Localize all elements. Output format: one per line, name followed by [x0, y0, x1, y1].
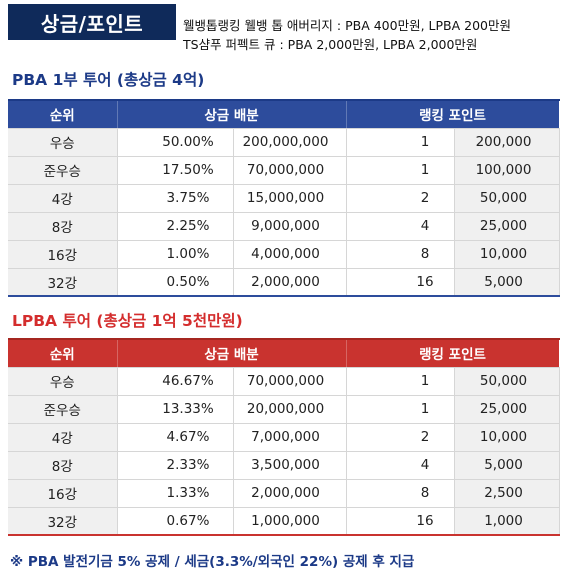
points-cell: 25,000: [454, 212, 560, 241]
ranking-cell: 16: [346, 507, 455, 536]
points-cell: 1,000: [454, 507, 560, 536]
pct-cell: 13.33%: [117, 395, 234, 424]
points-cell: 5,000: [454, 451, 560, 480]
amount-cell: 9,000,000: [233, 212, 347, 241]
tax-footnote: ※ PBA 발전기금 5% 공제 / 세금(3.3%/외국인 22%) 공제 후…: [10, 554, 415, 570]
amount-cell: 200,000,000: [233, 128, 347, 157]
rank-cell: 준우승: [8, 395, 118, 424]
table-row: 8강 2.33% 3,500,000 4 5,000: [8, 451, 560, 480]
table-row: 준우승 17.50% 70,000,000 1 100,000: [8, 156, 560, 185]
rank-cell: 8강: [8, 451, 118, 480]
ranking-cell: 1: [346, 128, 455, 157]
rank-cell: 16강: [8, 479, 118, 508]
table-row: 32강 0.67% 1,000,000 16 1,000: [8, 507, 560, 536]
amount-cell: 3,500,000: [233, 451, 347, 480]
pct-cell: 1.33%: [117, 479, 234, 508]
rank-cell: 우승: [8, 367, 118, 396]
lpba-section-title: LPBA 투어 (총상금 1억 5천만원): [12, 312, 243, 330]
points-cell: 2,500: [454, 479, 560, 508]
points-cell: 10,000: [454, 240, 560, 269]
pba-section-title: PBA 1부 투어 (총상금 4억): [12, 71, 205, 89]
table-row: 32강 0.50% 2,000,000 16 5,000: [8, 268, 560, 297]
ranking-cell: 16: [346, 268, 455, 297]
pct-cell: 2.33%: [117, 451, 234, 480]
ranking-cell: 1: [346, 367, 455, 396]
rank-cell: 준우승: [8, 156, 118, 185]
col-prize-header: 상금 배분: [117, 339, 347, 368]
amount-cell: 70,000,000: [233, 156, 347, 185]
ranking-cell: 8: [346, 479, 455, 508]
col-rank-header: 순위: [8, 100, 118, 129]
points-cell: 50,000: [454, 184, 560, 213]
points-cell: 200,000: [454, 128, 560, 157]
rank-cell: 32강: [8, 268, 118, 297]
pct-cell: 0.67%: [117, 507, 234, 536]
col-points-header: 랭킹 포인트: [346, 339, 560, 368]
pct-cell: 17.50%: [117, 156, 234, 185]
award-notes: 웰뱅톱랭킹 웰뱅 톱 애버리지 : PBA 400만원, LPBA 200만원 …: [183, 16, 568, 54]
pct-cell: 1.00%: [117, 240, 234, 269]
rank-cell: 우승: [8, 128, 118, 157]
points-cell: 10,000: [454, 423, 560, 452]
note-top-average: 웰뱅톱랭킹 웰뱅 톱 애버리지 : PBA 400만원, LPBA 200만원: [183, 18, 511, 33]
table-row: 우승 50.00% 200,000,000 1 200,000: [8, 128, 560, 157]
amount-cell: 4,000,000: [233, 240, 347, 269]
table-row: 8강 2.25% 9,000,000 4 25,000: [8, 212, 560, 241]
note-perfect-cue: TS샴푸 퍼펙트 큐 : PBA 2,000만원, LPBA 2,000만원: [183, 37, 478, 52]
rank-cell: 8강: [8, 212, 118, 241]
ranking-cell: 1: [346, 156, 455, 185]
col-rank-header: 순위: [8, 339, 118, 368]
rank-cell: 32강: [8, 507, 118, 536]
lpba-header-row: 순위 상금 배분 랭킹 포인트: [8, 339, 560, 368]
table-row: 우승 46.67% 70,000,000 1 50,000: [8, 367, 560, 396]
table-row: 4강 3.75% 15,000,000 2 50,000: [8, 184, 560, 213]
amount-cell: 1,000,000: [233, 507, 347, 536]
ranking-cell: 4: [346, 451, 455, 480]
table-row: 16강 1.00% 4,000,000 8 10,000: [8, 240, 560, 269]
pct-cell: 0.50%: [117, 268, 234, 297]
table-row: 준우승 13.33% 20,000,000 1 25,000: [8, 395, 560, 424]
points-cell: 25,000: [454, 395, 560, 424]
pba-header-row: 순위 상금 배분 랭킹 포인트: [8, 100, 560, 129]
col-points-header: 랭킹 포인트: [346, 100, 560, 129]
table-row: 16강 1.33% 2,000,000 8 2,500: [8, 479, 560, 508]
ranking-cell: 2: [346, 184, 455, 213]
lpba-prize-table: 순위 상금 배분 랭킹 포인트 우승 46.67% 70,000,000 1 5…: [8, 338, 560, 536]
table-row: 4강 4.67% 7,000,000 2 10,000: [8, 423, 560, 452]
pba-prize-table: 순위 상금 배분 랭킹 포인트 우승 50.00% 200,000,000 1 …: [8, 99, 560, 297]
points-cell: 100,000: [454, 156, 560, 185]
page-title-badge: 상금/포인트: [8, 4, 176, 40]
amount-cell: 2,000,000: [233, 479, 347, 508]
ranking-cell: 1: [346, 395, 455, 424]
ranking-cell: 8: [346, 240, 455, 269]
pct-cell: 3.75%: [117, 184, 234, 213]
amount-cell: 15,000,000: [233, 184, 347, 213]
points-cell: 5,000: [454, 268, 560, 297]
rank-cell: 4강: [8, 423, 118, 452]
ranking-cell: 2: [346, 423, 455, 452]
pct-cell: 2.25%: [117, 212, 234, 241]
rank-cell: 16강: [8, 240, 118, 269]
pct-cell: 46.67%: [117, 367, 234, 396]
pct-cell: 4.67%: [117, 423, 234, 452]
amount-cell: 70,000,000: [233, 367, 347, 396]
amount-cell: 20,000,000: [233, 395, 347, 424]
points-cell: 50,000: [454, 367, 560, 396]
rank-cell: 4강: [8, 184, 118, 213]
amount-cell: 7,000,000: [233, 423, 347, 452]
amount-cell: 2,000,000: [233, 268, 347, 297]
col-prize-header: 상금 배분: [117, 100, 347, 129]
pct-cell: 50.00%: [117, 128, 234, 157]
ranking-cell: 4: [346, 212, 455, 241]
